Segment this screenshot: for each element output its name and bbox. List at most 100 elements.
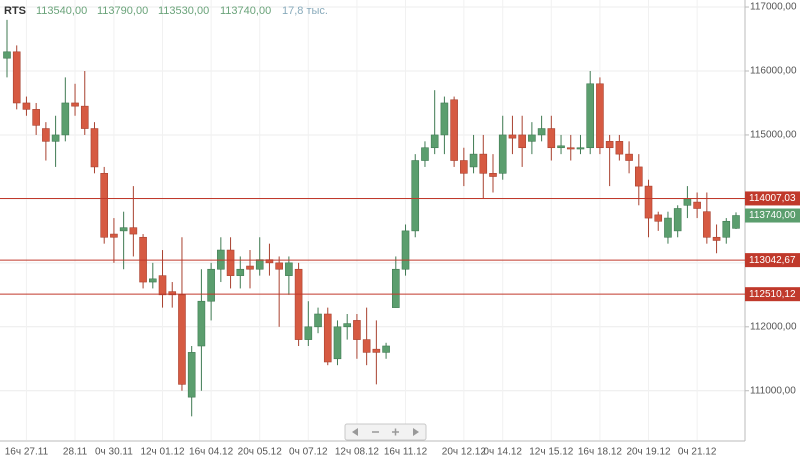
candle-body [149, 278, 157, 283]
candle-body [722, 220, 731, 238]
header-high: 113790,00 [97, 5, 148, 17]
candle-body [557, 145, 565, 149]
candle-body [683, 198, 692, 206]
candle-body [362, 339, 371, 353]
zoom-in[interactable] [386, 425, 405, 439]
candle-body [508, 134, 517, 139]
header-low: 113530,00 [158, 5, 209, 17]
candle-body [537, 128, 546, 136]
header-volume: 17,8 тыс. [282, 5, 328, 17]
icon-plus [392, 428, 399, 436]
candle-body [460, 160, 468, 174]
candle-body [207, 268, 215, 302]
candle-body [372, 348, 381, 353]
candle-body [3, 51, 11, 59]
level-label: 113042,67 [749, 255, 796, 266]
candle-body [654, 214, 663, 222]
candle-body [382, 345, 390, 353]
y-tick-label: 116000,00 [750, 66, 797, 77]
candle-body [566, 147, 575, 150]
candle-body [32, 109, 40, 126]
candle-body [411, 160, 420, 232]
plot [3, 19, 740, 417]
level-label: 114007,03 [749, 193, 796, 204]
candle-body [469, 153, 478, 168]
candle-body [586, 83, 595, 149]
candle-body [294, 268, 303, 340]
x-tick-label: 0ч 07.12 [289, 447, 328, 458]
candle-body [634, 166, 643, 187]
candle-body [391, 268, 400, 308]
candle-body [596, 83, 604, 149]
candle-body [168, 291, 177, 296]
candle-body [528, 134, 536, 142]
candle-body [605, 141, 614, 149]
header-open: 113540,00 [36, 5, 87, 17]
x-tick-label: 12ч 08.12 [335, 447, 380, 458]
candle-body [158, 275, 167, 296]
y-tick-label: 111000,00 [750, 385, 796, 396]
candle-body [236, 268, 245, 276]
x-tick-label: 16ч 11.12 [384, 447, 428, 458]
candle-body [732, 215, 740, 229]
level-label-box [745, 253, 800, 268]
candle-body [255, 259, 264, 270]
candle-body [479, 153, 488, 174]
candle-body [119, 227, 128, 232]
candle-body [12, 51, 21, 104]
zoom-out[interactable] [366, 425, 385, 439]
candle-body [51, 134, 60, 142]
icon-right [413, 428, 419, 436]
x-tick-label: 0ч 21.12 [678, 447, 717, 458]
x-tick-label: 16ч 04.12 [189, 447, 234, 458]
candle-body [333, 326, 342, 360]
candle-body [246, 265, 254, 270]
candle-body [625, 153, 633, 161]
candle-body [304, 326, 313, 340]
candle-body [489, 173, 497, 177]
candle-body [518, 134, 526, 149]
y-tick-label: 117000,00 [750, 2, 797, 13]
x-tick-label: 16ч 27.11 [5, 447, 49, 458]
candle-body [129, 227, 138, 235]
x-tick-label: 12ч 15.12 [529, 447, 574, 458]
x-tick-label: 16ч 18.12 [578, 447, 623, 458]
candle-body [712, 236, 721, 241]
y-tick-label: 115000,00 [750, 130, 797, 141]
x-tick-label: 12ч 01.12 [140, 447, 185, 458]
candle-body [197, 300, 206, 347]
candle-body [430, 134, 439, 149]
x-tick-label: 20ч 19.12 [626, 447, 671, 458]
candle-body [226, 249, 235, 276]
candle-body [71, 102, 79, 107]
candle-body [42, 128, 50, 142]
scroll-left[interactable] [346, 425, 365, 439]
scroll-right[interactable] [406, 425, 425, 439]
price-label: 113740,00 [749, 210, 796, 221]
candle-body [80, 105, 89, 129]
candle-body [703, 211, 711, 238]
x-tick-label: 0ч 14.12 [483, 447, 522, 458]
candle-body [323, 313, 332, 363]
level-label: 112510,12 [749, 289, 796, 300]
candle-body [693, 201, 701, 209]
price-label-box [745, 208, 800, 223]
header-close: 113740,00 [220, 5, 271, 17]
chart-title: RTS [4, 5, 26, 17]
x-tick-label: 20ч 12.12 [442, 447, 487, 458]
candle-body [110, 233, 118, 238]
candle-body [178, 294, 186, 385]
candle-body [353, 320, 361, 340]
candle-body [401, 230, 410, 270]
candle-body [673, 208, 682, 232]
grid [0, 0, 745, 440]
candle-body [22, 102, 31, 110]
candle-body [644, 185, 653, 219]
candle-body [61, 102, 70, 136]
candle-body [90, 128, 99, 168]
level-label-box [745, 191, 800, 206]
level-label-box [745, 287, 800, 302]
candle-body [498, 134, 507, 174]
